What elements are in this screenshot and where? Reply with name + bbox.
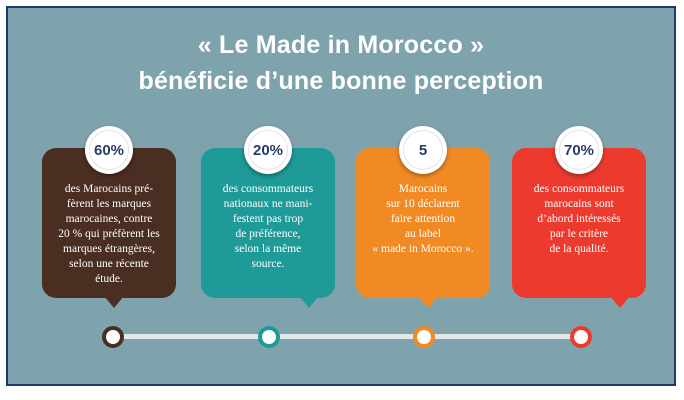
timeline-bar bbox=[118, 334, 588, 339]
stat-value: 20% bbox=[252, 141, 284, 159]
stat-card-text: des consommateurs nationaux ne mani- fes… bbox=[222, 183, 314, 270]
stat-card-text: Marocains sur 10 déclarent faire attenti… bbox=[372, 183, 474, 255]
timeline-dot bbox=[258, 326, 280, 348]
title-line-1: « Le Made in Morocco » bbox=[197, 31, 485, 59]
title-line-2: bénéficie d’une bonne perception bbox=[138, 67, 544, 95]
stat-bubble: 20% bbox=[244, 126, 292, 174]
timeline-dot bbox=[413, 326, 435, 348]
stat-value: 60% bbox=[93, 141, 125, 159]
stat-value: 5 bbox=[418, 141, 428, 159]
stat-bubble: 5 bbox=[399, 126, 447, 174]
timeline-dot bbox=[570, 326, 592, 348]
stat-bubble: 60% bbox=[85, 126, 133, 174]
infographic-panel: « Le Made in Morocco » bénéficie d’une b… bbox=[6, 6, 676, 386]
timeline-dot bbox=[102, 326, 124, 348]
stat-bubble: 70% bbox=[555, 126, 603, 174]
stat-card-text: des consommateurs marocains sont d’abord… bbox=[533, 183, 625, 255]
stat-value: 70% bbox=[563, 141, 595, 159]
stat-card-text: des Marocains pré- fèrent les marques ma… bbox=[58, 183, 160, 285]
